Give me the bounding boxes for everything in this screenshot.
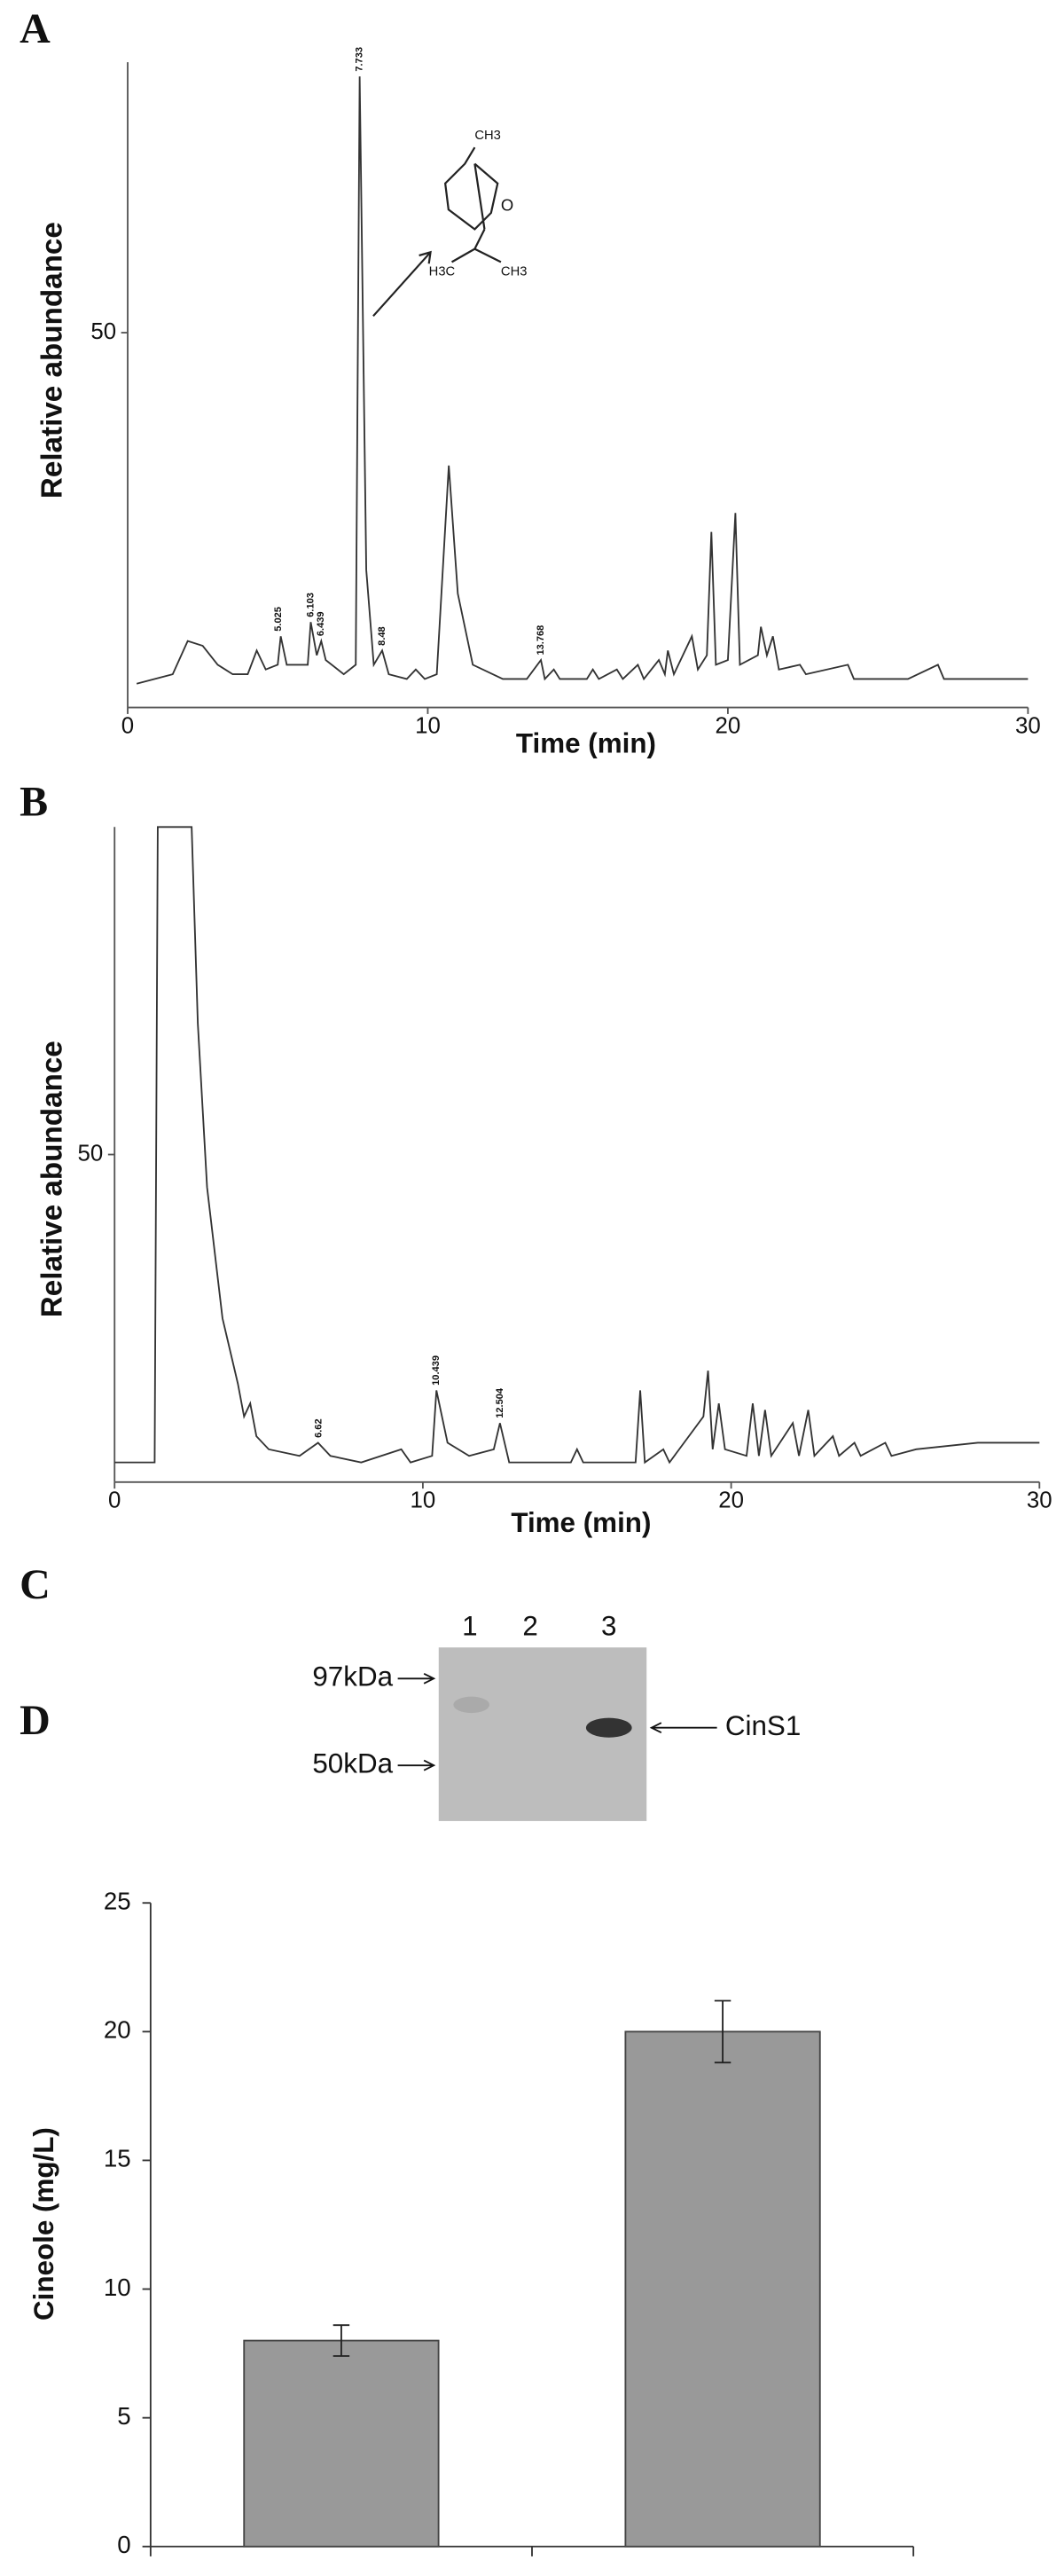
lane-label: 1 [462, 1610, 477, 1641]
molecule-bond [473, 163, 486, 230]
peak-label: 6.103 [305, 593, 316, 617]
x-tick-label: 0 [121, 714, 134, 739]
arrow [372, 251, 432, 318]
molecule-ring [443, 146, 499, 231]
marker-label: 50kDa [312, 1747, 393, 1779]
molecule-bond [473, 247, 502, 263]
marker-arrow-head [423, 1672, 436, 1685]
molecule-label: H3C [429, 264, 456, 279]
peak-label: 6.439 [316, 611, 326, 636]
bar [243, 2339, 440, 2548]
panel-label: A [20, 5, 51, 52]
peak-label: 6.62 [313, 1418, 324, 1438]
y-tick-label: 15 [104, 2145, 131, 2172]
peak-label: 10.439 [431, 1355, 442, 1386]
y-axis-label: Relative abundance [36, 1041, 69, 1317]
x-tick-label: 30 [1015, 714, 1041, 739]
figure-content: CH3 O H3C CH3 500 10 20 305.0256.1036.4397.… [20, 5, 1052, 2558]
trace [114, 826, 1040, 1465]
y-axis-label: Cineole (mg/L) [28, 2127, 59, 2321]
band-arrow-head [649, 1722, 662, 1734]
y-tick-label: 10 [104, 2274, 131, 2301]
molecule-label: CH3 [474, 129, 501, 143]
peak-label: 8.48 [377, 626, 387, 646]
gel-band [585, 1717, 632, 1738]
molecule-bond [450, 247, 475, 263]
molecule-label: O [501, 195, 513, 214]
marker-arrow-head [423, 1759, 436, 1771]
lane-label: 3 [601, 1610, 616, 1641]
x-tick-label: 30 [1027, 1488, 1052, 1513]
x-axis-label: Time (min) [511, 1507, 651, 1538]
panel-label: C [20, 1561, 51, 1608]
y-tick-label: 50 [78, 1141, 104, 1166]
x-tick-label: 0 [108, 1488, 121, 1513]
molecule [372, 146, 502, 318]
x-tick-label: 20 [716, 714, 741, 739]
band-label: CinS1 [725, 1710, 801, 1741]
x-axis-label: Time (min) [516, 727, 656, 758]
peak-label: 13.768 [536, 625, 546, 656]
molecule-label: CH3 [501, 264, 528, 279]
molecule-bond [473, 228, 486, 250]
y-axis-label: Relative abundance [36, 222, 69, 499]
y-tick-label: 5 [117, 2402, 130, 2430]
peak-label: 5.025 [273, 607, 284, 632]
y-tick-label: 25 [104, 1888, 131, 1915]
y-tick-label: 20 [104, 2016, 131, 2044]
bar [624, 2030, 821, 2548]
y-tick-label: 50 [90, 319, 116, 344]
arrow-head [419, 250, 432, 264]
peak-label: 7.733 [355, 47, 365, 72]
panel-label: B [20, 778, 48, 825]
panel-label: D [20, 1697, 51, 1744]
y-tick-label: 0 [117, 2531, 130, 2558]
x-tick-label: 10 [411, 1488, 436, 1513]
peak-label: 12.504 [495, 1387, 505, 1418]
trace [136, 76, 1029, 685]
marker-label: 97kDa [312, 1661, 393, 1692]
gel-band [453, 1696, 489, 1714]
lane-label: 2 [522, 1610, 537, 1641]
x-tick-label: 10 [415, 714, 441, 739]
x-tick-label: 20 [718, 1488, 744, 1513]
